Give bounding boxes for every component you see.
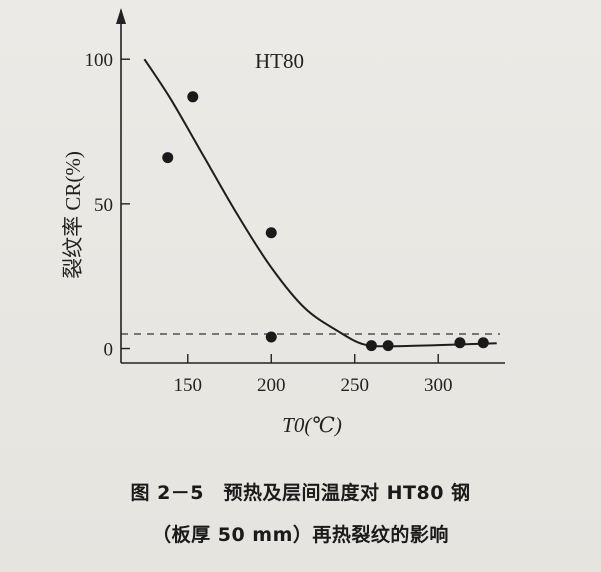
data-point bbox=[365, 340, 377, 352]
y-tick-label: 50 bbox=[94, 195, 113, 216]
figure-caption-line-2: （板厚 50 mm）再热裂纹的影响 bbox=[152, 524, 449, 546]
y-ticks: 0 50 100 bbox=[85, 50, 130, 361]
y-tick-label: 100 bbox=[85, 50, 114, 71]
x-tick-label: 250 bbox=[340, 375, 369, 396]
y-axis-arrow bbox=[116, 8, 126, 24]
y-axis-label: 裂纹率 CR(%) bbox=[61, 151, 85, 279]
chart-title: HT80 bbox=[255, 49, 304, 73]
chart: 150 200 250 300 0 50 100 HT80 T0(℃) 裂纹率 CR(%) bbox=[61, 8, 505, 437]
data-point bbox=[382, 340, 394, 352]
data-points bbox=[162, 91, 489, 352]
x-tick-label: 150 bbox=[174, 375, 203, 396]
figure-caption-line-1: 图 2－5 预热及层间温度对 HT80 钢 bbox=[130, 482, 471, 504]
data-point bbox=[265, 227, 277, 239]
x-tick-label: 300 bbox=[424, 375, 453, 396]
x-axis-label: T0(℃) bbox=[282, 413, 342, 437]
x-ticks: 150 200 250 300 bbox=[174, 354, 453, 396]
data-point bbox=[454, 337, 466, 349]
x-tick-label: 200 bbox=[257, 375, 286, 396]
data-point bbox=[187, 91, 199, 103]
y-tick-label: 0 bbox=[104, 340, 114, 361]
fit-curve bbox=[143, 58, 497, 348]
data-point bbox=[162, 152, 174, 164]
data-point bbox=[265, 331, 277, 343]
data-point bbox=[477, 337, 489, 349]
